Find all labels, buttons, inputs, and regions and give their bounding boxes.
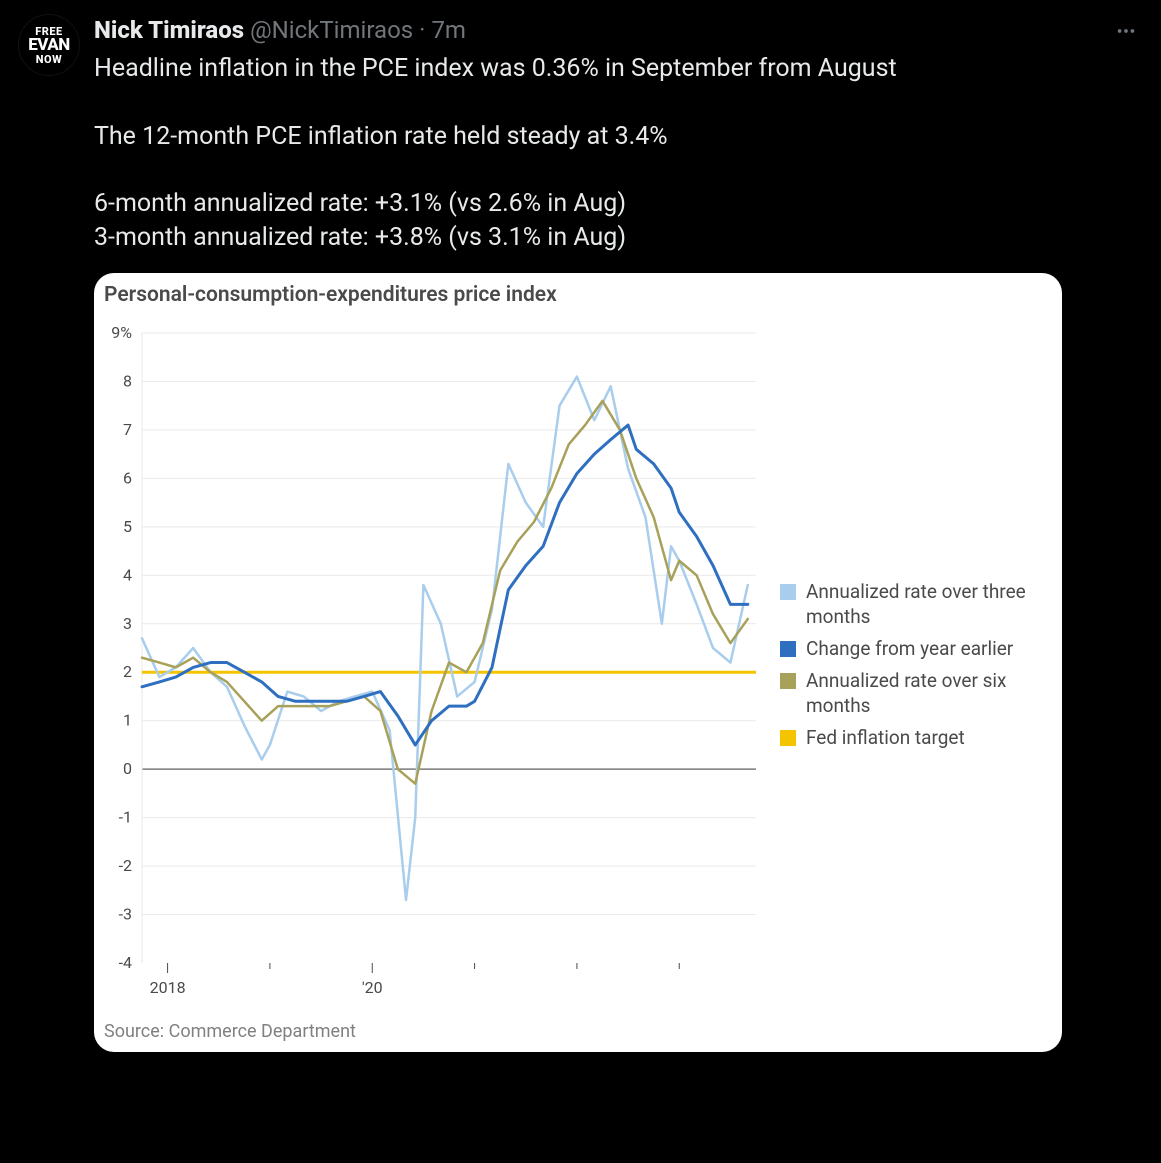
more-button[interactable]	[1109, 14, 1143, 48]
legend-item: Annualized rate over six months	[780, 668, 1048, 719]
svg-text:5: 5	[123, 516, 132, 535]
svg-text:'20: '20	[362, 978, 383, 997]
avatar[interactable]: FREE EVAN NOW	[18, 14, 80, 76]
legend-swatch	[780, 730, 796, 746]
svg-text:9%: 9%	[111, 323, 132, 342]
timestamp[interactable]: 7m	[431, 15, 466, 46]
svg-text:0: 0	[123, 759, 132, 778]
legend-swatch	[780, 584, 796, 600]
svg-text:8: 8	[123, 371, 132, 390]
display-name[interactable]: Nick Timiraos	[94, 15, 244, 46]
tweet-main: Nick Timiraos @NickTimiraos · 7m Headlin…	[94, 14, 1143, 1052]
svg-text:1: 1	[123, 710, 132, 729]
separator: ·	[419, 15, 425, 46]
chart-svg: 9% 8 7 6 5 4 3 2 1 0 -1 -2 -3 -4 2018 '20	[94, 313, 774, 1013]
svg-text:-3: -3	[119, 904, 132, 923]
svg-text:-2: -2	[119, 856, 132, 875]
handle[interactable]: @NickTimiraos	[250, 15, 413, 46]
svg-text:2018: 2018	[150, 978, 186, 997]
avatar-line-2: EVAN	[28, 37, 70, 54]
svg-text:3: 3	[123, 613, 132, 632]
chart-plot: 9% 8 7 6 5 4 3 2 1 0 -1 -2 -3 -4 2018 '20	[94, 313, 774, 1017]
more-icon	[1115, 20, 1137, 42]
chart-title: Personal-consumption-expenditures price …	[94, 273, 1062, 313]
tweet-header: Nick Timiraos @NickTimiraos · 7m	[94, 14, 1143, 48]
chart-source: Source: Commerce Department	[94, 1017, 1062, 1052]
legend-label: Annualized rate over six months	[806, 668, 1048, 719]
legend-item: Annualized rate over three months	[780, 579, 1048, 630]
legend-swatch	[780, 641, 796, 657]
svg-text:7: 7	[123, 419, 132, 438]
svg-text:-4: -4	[119, 953, 132, 972]
legend-label: Fed inflation target	[806, 725, 965, 751]
tweet: FREE EVAN NOW Nick Timiraos @NickTimirao…	[0, 0, 1161, 1066]
svg-text:2: 2	[123, 662, 132, 681]
svg-text:-1: -1	[119, 807, 132, 826]
chart-body: 9% 8 7 6 5 4 3 2 1 0 -1 -2 -3 -4 2018 '20 Annualized ra…	[94, 313, 1062, 1017]
chart-card[interactable]: Personal-consumption-expenditures price …	[94, 273, 1062, 1052]
legend-label: Change from year earlier	[806, 636, 1013, 662]
svg-text:4: 4	[123, 565, 132, 584]
legend-label: Annualized rate over three months	[806, 579, 1048, 630]
chart-legend: Annualized rate over three months Change …	[774, 573, 1062, 757]
legend-item: Fed inflation target	[780, 725, 1048, 751]
tweet-text: Headline inflation in the PCE index was …	[94, 52, 1143, 255]
avatar-line-3: NOW	[36, 54, 62, 65]
svg-text:6: 6	[123, 468, 132, 487]
legend-swatch	[780, 673, 796, 689]
legend-item: Change from year earlier	[780, 636, 1048, 662]
